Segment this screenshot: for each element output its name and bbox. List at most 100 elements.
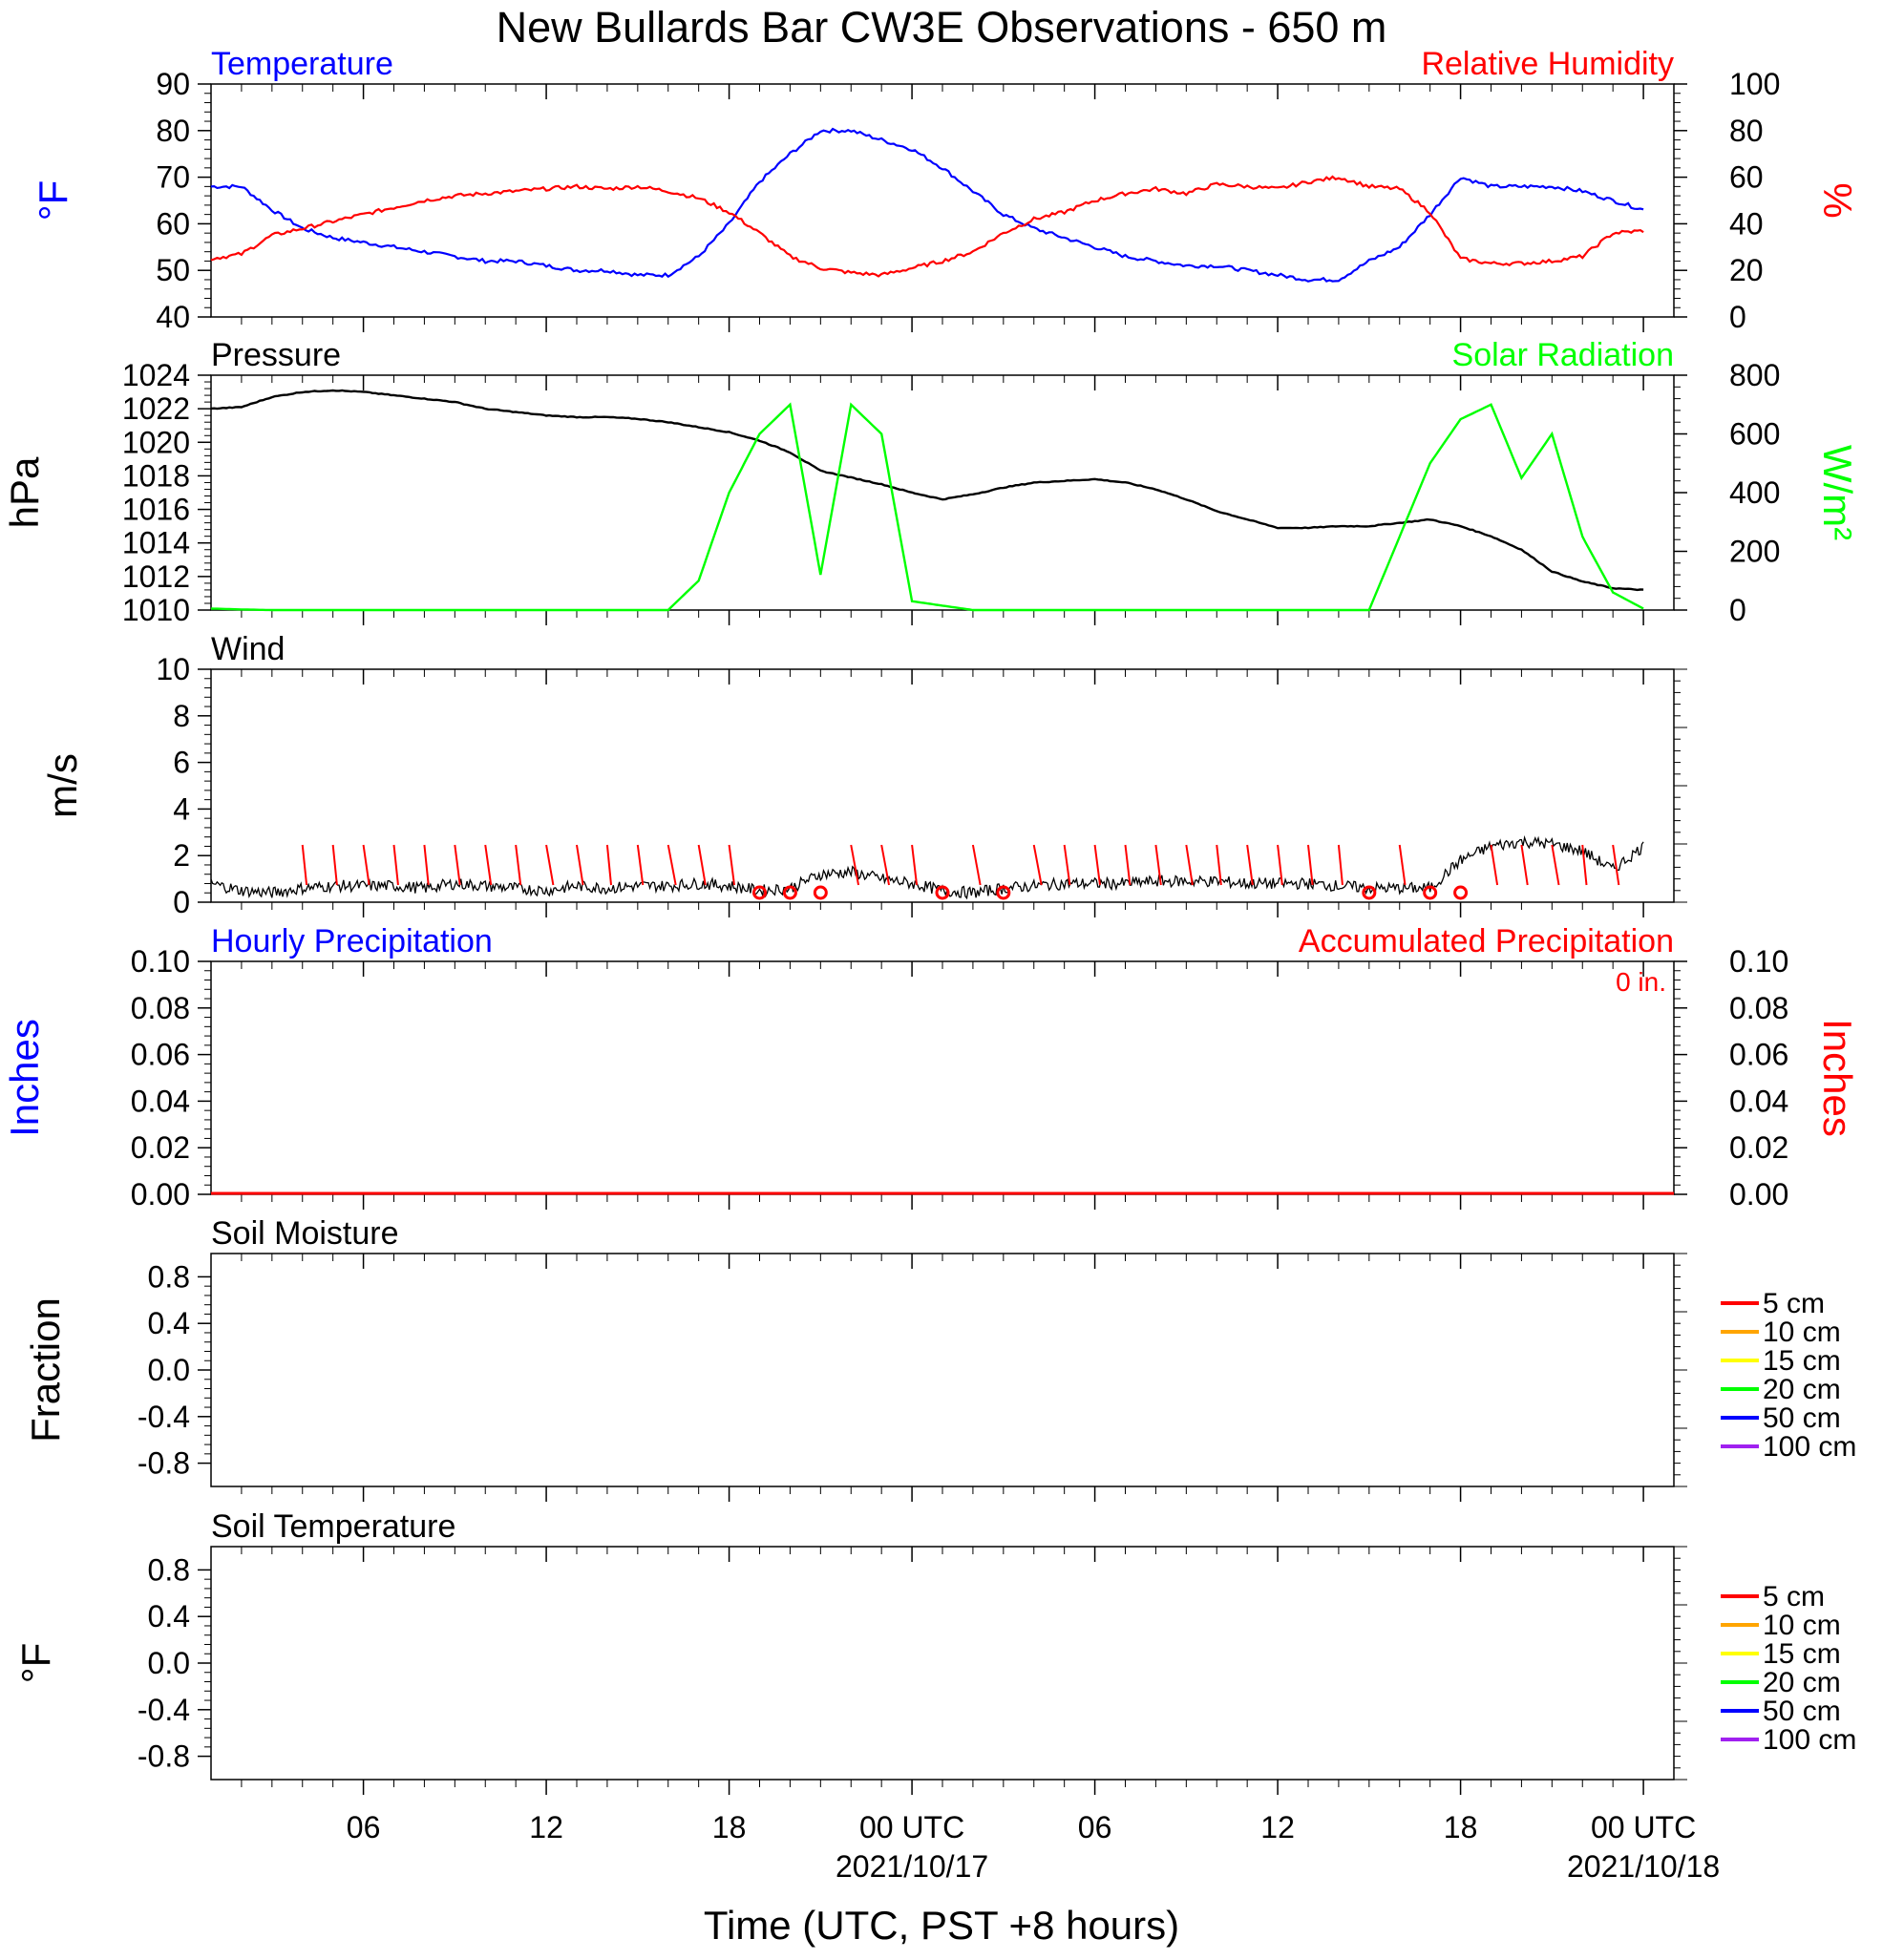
left-tick-label: 1020 [122,425,190,459]
left-tick-label: 6 [173,746,190,780]
wind-barb [484,844,493,886]
panel-soil-moisture: 0.8 0.4 0.0 -0.4 -0.8 Soil Moisture Fraction [23,1215,1687,1502]
wind-calm-marker [813,885,828,900]
x-tick-label: 12 [1260,1810,1295,1844]
y-axis-label-left: Fraction [23,1297,68,1443]
legend-label: 15 cm [1763,1638,1841,1670]
wind-barb [545,844,555,886]
right-tick-label: 0 [1729,593,1746,627]
left-tick-label: 1014 [122,526,190,560]
wind-barb [1216,844,1222,886]
right-tick-label: 80 [1729,114,1764,148]
wind-barb [636,844,645,886]
legend-label: 100 cm [1763,1724,1856,1756]
humidity-line [210,175,1644,278]
y-axis-label-right: % [1815,182,1860,218]
temperature-line [210,127,1644,283]
right-tick-label: 400 [1729,475,1780,510]
y-axis-label-left: m/s [40,753,85,818]
wind-barb [850,844,860,886]
panel-title-left: Soil Moisture [211,1215,399,1252]
x-axis-labels: 06 12 18 00 UTC 2021/10/17 06 12 18 00 UTC 2021/1… [347,1810,1720,1884]
wind-calm-marker [1453,885,1469,900]
legend-label: 5 cm [1763,1581,1825,1612]
legend-label: 15 cm [1763,1345,1841,1377]
wind-barb [728,844,736,886]
x-tick-label: 00 UTC [1591,1810,1696,1844]
wind-barb [1032,844,1043,886]
wind-barb [1551,844,1560,886]
wind-barb [1093,844,1101,886]
panel-title-left: Soil Temperature [211,1508,455,1545]
y-axis-label-right: W/m² [1815,445,1860,540]
left-tick-label: 1012 [122,559,190,594]
left-tick-label: 0.0 [148,1646,190,1680]
wind-barb [666,844,677,886]
wind-barb [392,844,399,886]
left-tick-label: 1010 [122,593,190,627]
wind-calm-marker [1423,885,1438,900]
right-tick-label: 0.08 [1729,991,1788,1025]
wind-barb [1063,844,1071,886]
wind-barb [1307,844,1314,886]
left-tick-label: -0.8 [138,1739,190,1774]
wind-barb [1398,844,1407,886]
plot-frame [210,1546,1675,1781]
left-tick-label: -0.4 [138,1693,190,1727]
wind-barb [1612,844,1620,886]
panel-precip: 0.10 0.08 0.06 0.04 0.02 0.00 0.10 0.08 0.06 0.04… [2,923,1860,1212]
left-tick-label: 1016 [122,493,190,527]
x-tick-label: 06 [347,1810,381,1844]
left-tick-label: 0.02 [131,1130,190,1165]
left-tick-label: 2 [173,838,190,873]
wind-barb [697,844,707,886]
pressure-line [210,389,1644,592]
left-tick-label: 80 [156,114,190,148]
left-tick-label: 70 [156,160,190,195]
wind-calm-marker [935,885,950,900]
wind-barb [1581,844,1588,886]
left-tick-label: 0.04 [131,1084,190,1118]
left-tick-label: 40 [156,300,190,334]
wind-calm-marker [782,885,797,900]
panel-temp-rh: 90 80 70 60 50 40 100 80 60 40 20 0 Temperature Relat… [31,46,1860,334]
right-tick-label: 0.10 [1729,944,1788,979]
left-tick-label: 0.4 [148,1306,190,1340]
panel-title-left: Pressure [211,337,341,373]
y-axis-label-left: Inches [2,1019,47,1137]
left-tick-label: 0.0 [148,1353,190,1387]
wind-barb [515,844,522,886]
wind-barb [1246,844,1254,886]
right-tick-label: 0.06 [1729,1038,1788,1072]
right-tick-label: 0.02 [1729,1130,1788,1165]
wind-barb [911,844,919,886]
left-tick-label: 0.10 [131,944,190,979]
wind-barb [1124,844,1132,886]
y-axis-label-right: Inches [1815,1019,1860,1137]
plot-frame [210,374,1675,611]
wind-barb [1185,844,1194,886]
y-axis-label-left: °F [13,1643,58,1683]
wind-barb [1277,844,1283,886]
legend-label: 20 cm [1763,1667,1841,1698]
left-tick-label: 0.8 [148,1552,190,1587]
x-tick-date: 2021/10/18 [1567,1849,1720,1884]
y-axis-label-left: °F [31,180,75,221]
wind-barb [423,844,430,886]
right-tick-label: 0.00 [1729,1177,1788,1212]
precip-total-label: 0 in. [1616,967,1666,997]
wind-barb [1520,844,1529,886]
wind-calm-marker [752,885,767,900]
wind-barb [1154,844,1162,886]
legend-label: 10 cm [1763,1317,1841,1348]
left-tick-label: 0.8 [148,1259,190,1294]
panel-title-right: Relative Humidity [1421,46,1674,82]
plot-frame [210,960,1675,1195]
left-tick-label: 0.08 [131,991,190,1025]
panel-title-left: Temperature [211,46,393,82]
panel-title-right: Accumulated Precipitation [1299,923,1674,959]
